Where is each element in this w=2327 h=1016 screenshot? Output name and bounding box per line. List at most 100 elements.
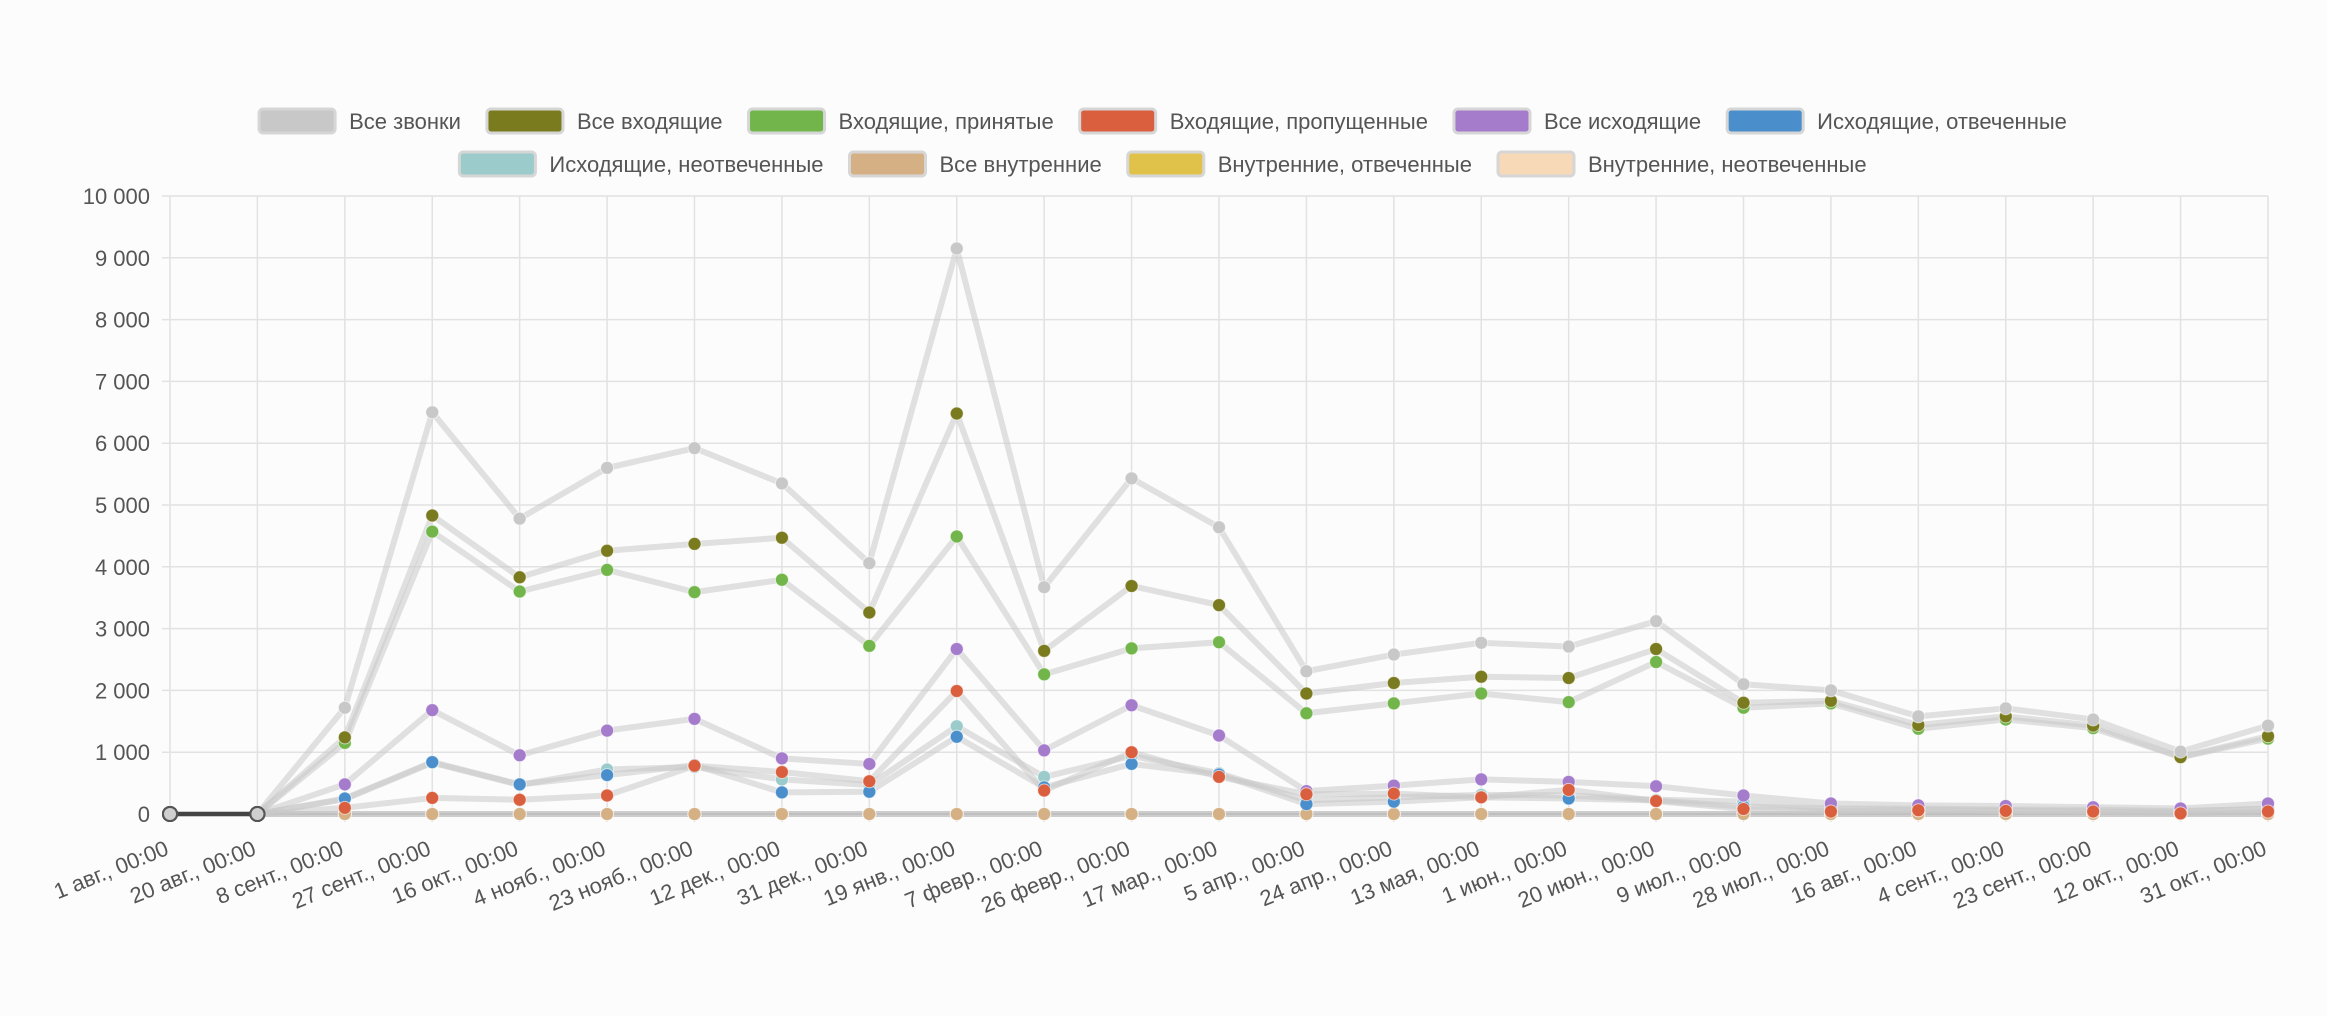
data-point[interactable] — [2261, 718, 2275, 733]
legend-item[interactable]: Входящие, пропущенные — [1078, 107, 1428, 135]
data-point[interactable] — [512, 584, 527, 599]
data-point[interactable] — [1299, 706, 1314, 721]
data-point[interactable] — [1649, 794, 1664, 809]
data-point[interactable] — [1124, 698, 1139, 713]
data-point[interactable] — [600, 723, 615, 738]
data-point[interactable] — [1561, 782, 1576, 797]
data-point[interactable] — [600, 807, 615, 821]
data-point[interactable] — [1649, 654, 1664, 669]
data-point[interactable] — [1561, 671, 1576, 686]
data-point[interactable] — [1474, 807, 1489, 821]
data-point[interactable] — [425, 524, 440, 539]
data-point[interactable] — [600, 460, 615, 475]
data-point[interactable] — [1823, 683, 1838, 698]
data-point[interactable] — [512, 792, 527, 807]
data-point[interactable] — [1649, 614, 1664, 629]
data-point[interactable] — [1212, 807, 1226, 821]
data-point[interactable] — [687, 711, 702, 726]
data-point[interactable] — [1386, 696, 1401, 711]
data-point[interactable] — [1037, 667, 1052, 682]
data-point[interactable] — [425, 790, 440, 805]
data-point[interactable] — [862, 774, 877, 789]
data-point[interactable] — [425, 508, 440, 523]
data-point[interactable] — [1474, 790, 1489, 805]
data-point[interactable] — [862, 756, 877, 771]
data-point[interactable] — [1474, 669, 1489, 684]
data-point[interactable] — [1124, 471, 1139, 486]
data-point[interactable] — [600, 543, 615, 558]
data-point[interactable] — [1212, 520, 1226, 535]
data-point[interactable] — [1649, 807, 1664, 821]
data-point[interactable] — [512, 777, 527, 792]
data-point[interactable] — [687, 758, 702, 773]
data-point[interactable] — [1649, 641, 1664, 656]
data-point[interactable] — [1299, 787, 1314, 802]
data-point[interactable] — [600, 788, 615, 803]
legend-item[interactable]: Внутренние, неотвеченные — [1496, 150, 1867, 178]
data-point[interactable] — [1561, 807, 1576, 821]
data-point[interactable] — [337, 700, 352, 715]
data-point[interactable] — [1124, 578, 1139, 593]
data-point[interactable] — [1386, 647, 1401, 662]
data-point[interactable] — [687, 807, 702, 821]
data-point[interactable] — [774, 530, 789, 545]
data-point[interactable] — [1299, 686, 1314, 701]
data-point[interactable] — [774, 476, 789, 491]
data-point[interactable] — [1124, 756, 1139, 771]
legend-item[interactable]: Все исходящие — [1452, 107, 1701, 135]
data-point[interactable] — [600, 768, 615, 783]
data-point[interactable] — [1736, 788, 1751, 803]
data-point[interactable] — [1823, 804, 1838, 819]
data-point[interactable] — [949, 529, 964, 544]
data-point[interactable] — [774, 785, 789, 800]
data-point[interactable] — [1037, 643, 1052, 658]
legend-item[interactable]: Все входящие — [485, 107, 723, 135]
data-point[interactable] — [1386, 807, 1401, 821]
data-point[interactable] — [1474, 686, 1489, 701]
data-point[interactable] — [687, 585, 702, 600]
data-point[interactable] — [1911, 803, 1926, 818]
data-point[interactable] — [1037, 743, 1052, 758]
legend-item[interactable]: Входящие, принятые — [747, 107, 1054, 135]
data-point[interactable] — [1561, 695, 1576, 710]
data-point[interactable] — [774, 764, 789, 779]
data-point[interactable] — [425, 703, 440, 718]
data-point[interactable] — [949, 729, 964, 744]
data-point[interactable] — [949, 807, 964, 821]
data-point[interactable] — [1037, 783, 1052, 798]
data-point[interactable] — [774, 572, 789, 587]
data-point[interactable] — [1212, 769, 1226, 784]
data-point[interactable] — [1998, 803, 2013, 818]
data-point[interactable] — [949, 241, 964, 256]
data-point[interactable] — [774, 807, 789, 821]
data-point[interactable] — [1649, 779, 1664, 794]
data-point[interactable] — [425, 405, 440, 420]
data-point[interactable] — [774, 751, 789, 766]
data-point[interactable] — [1998, 701, 2013, 716]
data-point[interactable] — [2173, 744, 2188, 759]
data-point[interactable] — [1736, 695, 1751, 710]
data-point[interactable] — [337, 730, 352, 745]
data-point[interactable] — [949, 406, 964, 421]
data-point[interactable] — [425, 755, 440, 770]
data-point[interactable] — [1736, 677, 1751, 692]
data-point[interactable] — [2086, 804, 2101, 819]
data-point[interactable] — [1299, 664, 1314, 679]
legend-item[interactable]: Исходящие, отвеченные — [1725, 107, 2067, 135]
data-point[interactable] — [337, 800, 352, 815]
legend-item[interactable]: Все внутренние — [848, 150, 1102, 178]
data-point[interactable] — [512, 807, 527, 821]
data-point[interactable] — [862, 638, 877, 653]
data-point[interactable] — [687, 441, 702, 456]
data-point[interactable] — [425, 807, 440, 821]
data-point[interactable] — [862, 807, 877, 821]
data-point[interactable] — [1561, 639, 1576, 654]
data-point[interactable] — [1124, 641, 1139, 656]
data-point[interactable] — [1474, 635, 1489, 650]
data-point[interactable] — [1474, 772, 1489, 787]
data-point[interactable] — [687, 536, 702, 551]
data-point[interactable] — [600, 562, 615, 577]
legend-item[interactable]: Внутренние, отвеченные — [1126, 150, 1472, 178]
data-point[interactable] — [949, 641, 964, 656]
data-point[interactable] — [512, 748, 527, 763]
